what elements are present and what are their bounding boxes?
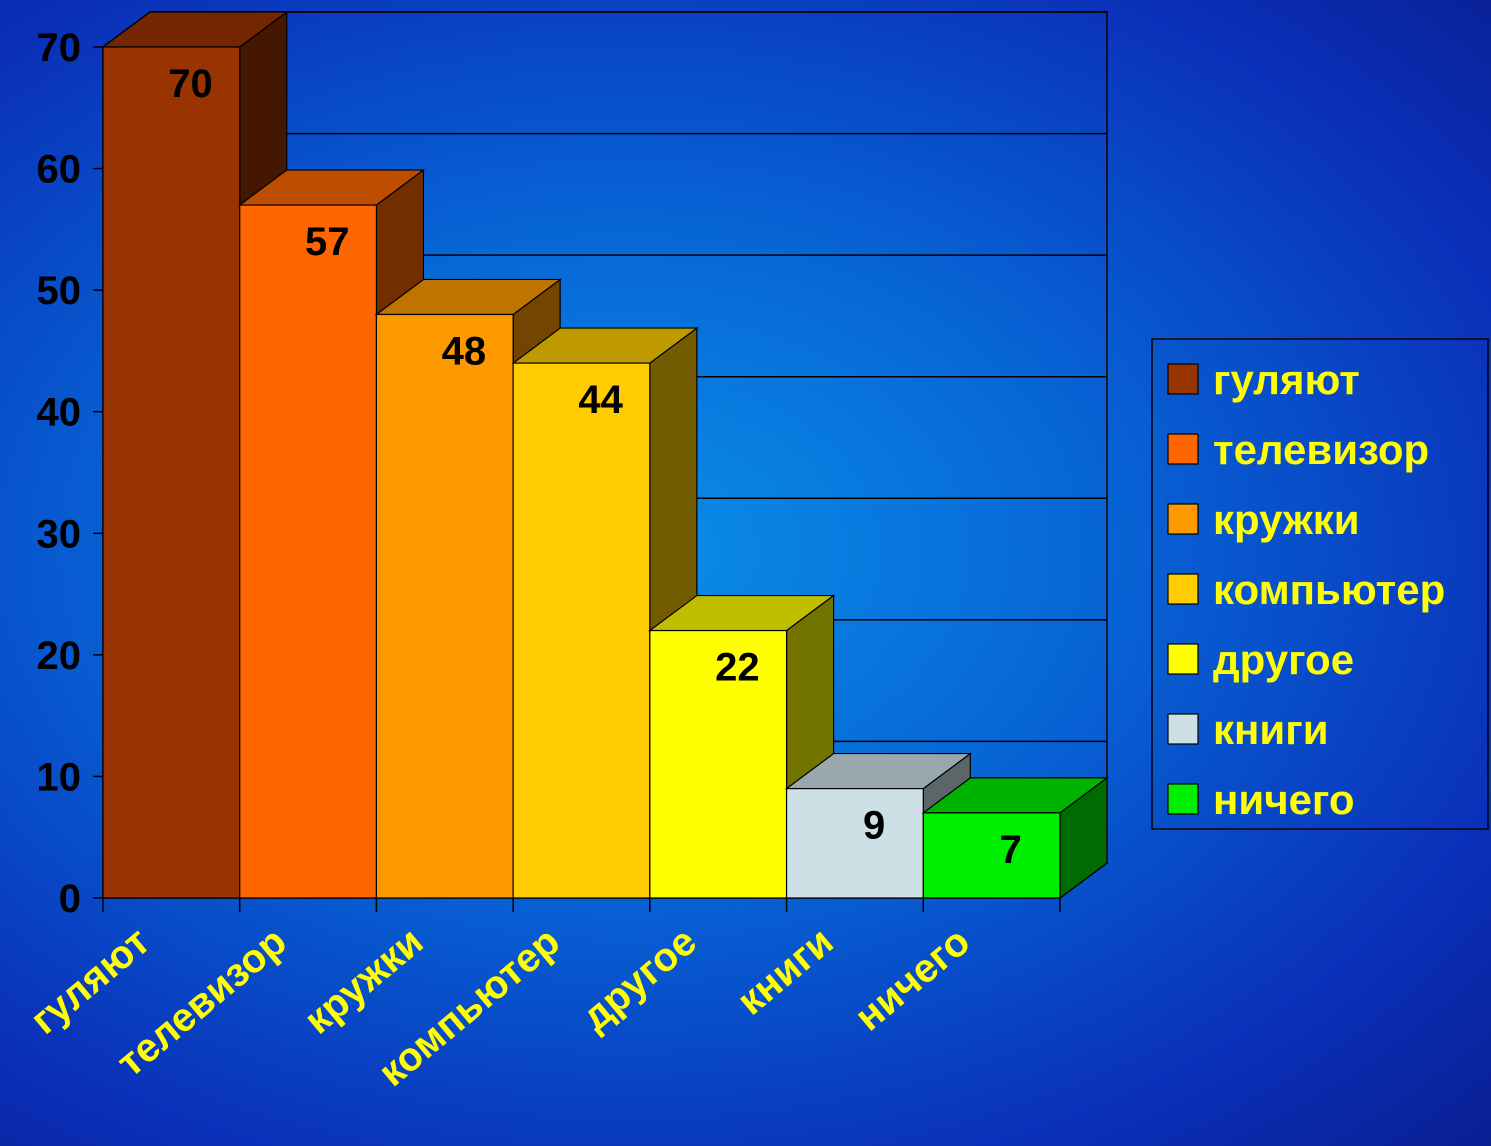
data-label: 7 (1000, 828, 1022, 872)
bar-front (239, 204, 378, 899)
x-tick-label: другое (574, 919, 705, 1039)
y-axis-ticks: 0 10 20 30 40 50 60 70 (37, 26, 103, 921)
bar-front (375, 313, 514, 899)
x-tick-label: книги (729, 919, 842, 1023)
x-tick-label: кружки (296, 919, 431, 1042)
x-tick-label: ничего (847, 919, 979, 1039)
legend-label: телевизор (1213, 426, 1429, 473)
legend-swatch (1167, 503, 1199, 535)
data-label: 44 (578, 378, 623, 422)
data-label: 48 (442, 329, 487, 373)
legend-label: компьютер (1213, 566, 1445, 613)
legend-item: ничего (1167, 776, 1355, 823)
y-tick-label: 30 (37, 512, 82, 556)
legend-label: гуляют (1213, 356, 1360, 403)
y-tick-label: 50 (37, 269, 82, 313)
legend-swatch (1167, 433, 1199, 465)
legend-item: другое (1167, 636, 1354, 683)
data-labels: 70 57 48 44 22 9 7 (168, 62, 1022, 872)
legend-label: ничего (1213, 776, 1355, 823)
bar-front (785, 787, 924, 899)
legend-swatch (1167, 643, 1199, 675)
legend-label: другое (1213, 636, 1354, 683)
y-tick-label: 10 (37, 755, 82, 799)
legend-item: книги (1167, 706, 1329, 753)
bar-front (649, 629, 788, 899)
legend-swatch (1167, 783, 1199, 815)
legend-item: телевизор (1167, 426, 1429, 473)
legend-swatch (1167, 713, 1199, 745)
legend-item: компьютер (1167, 566, 1445, 613)
data-label: 22 (715, 646, 760, 690)
data-label: 57 (305, 220, 350, 264)
bar-front (102, 46, 241, 899)
legend-label: книги (1213, 706, 1329, 753)
legend-item: гуляют (1167, 356, 1360, 403)
legend-frame (1151, 338, 1489, 830)
legend-item: кружки (1167, 496, 1360, 543)
legend-swatch (1167, 573, 1199, 605)
y-tick-label: 70 (37, 26, 82, 70)
bars (101, 10, 1109, 900)
data-label: 70 (168, 62, 213, 106)
legend: гуляют телевизор кружки компьютер другое книг… (1151, 338, 1489, 830)
x-tick-label: гуляют (23, 919, 158, 1043)
legend-swatch (1167, 363, 1199, 395)
y-tick-label: 20 (37, 634, 82, 678)
bar-front (512, 362, 651, 899)
legend-label: кружки (1213, 496, 1360, 543)
data-label: 9 (863, 804, 885, 848)
y-tick-label: 60 (37, 148, 82, 192)
y-tick-label: 0 (59, 877, 81, 921)
bar-front (922, 812, 1061, 899)
y-tick-label: 40 (37, 391, 82, 435)
bar-ничего (921, 776, 1109, 900)
